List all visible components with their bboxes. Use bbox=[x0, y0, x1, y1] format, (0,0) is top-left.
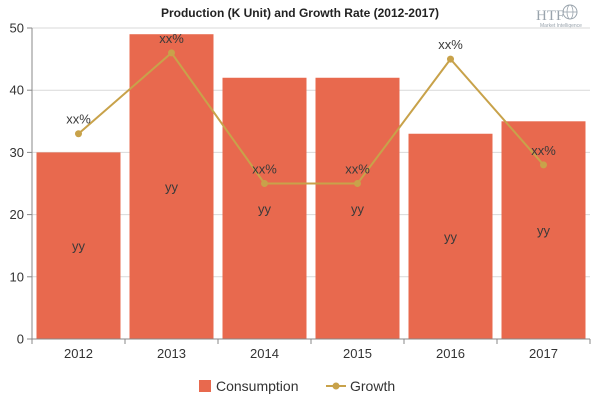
globe-icon bbox=[562, 4, 578, 20]
line-layer bbox=[75, 49, 547, 187]
x-tick-label: 2014 bbox=[250, 346, 279, 361]
chart-title: Production (K Unit) and Growth Rate (201… bbox=[161, 6, 439, 20]
x-tick-label: 2015 bbox=[343, 346, 372, 361]
legend-item-consumption[interactable]: Consumption bbox=[199, 378, 299, 394]
x-tick-label: 2012 bbox=[64, 346, 93, 361]
growth-point[interactable] bbox=[261, 180, 268, 187]
bar-data-label: yy bbox=[537, 223, 551, 238]
y-tick-label: 30 bbox=[10, 145, 24, 160]
bar-data-label: yy bbox=[258, 201, 272, 216]
growth-data-label: xx% bbox=[531, 143, 556, 158]
bar-consumption[interactable] bbox=[501, 121, 586, 339]
logo-subtitle: Market Intelligence bbox=[540, 23, 582, 29]
bar-consumption[interactable] bbox=[36, 152, 121, 339]
legend-swatch-consumption bbox=[199, 380, 211, 392]
bar-consumption[interactable] bbox=[315, 77, 400, 339]
growth-data-label: xx% bbox=[252, 162, 277, 177]
labels-layer: yy yy yy yy yy yy xx% xx% xx% xx% xx% xx% bbox=[66, 31, 556, 254]
bar-consumption[interactable] bbox=[222, 77, 307, 339]
growth-line bbox=[77, 51, 545, 185]
growth-point[interactable] bbox=[447, 55, 454, 63]
y-tick-label: 10 bbox=[10, 269, 24, 284]
x-tick-label: 2017 bbox=[529, 346, 558, 361]
growth-data-label: xx% bbox=[438, 37, 463, 52]
growth-point[interactable] bbox=[354, 180, 361, 187]
y-tick-label: 40 bbox=[10, 83, 24, 98]
y-tick-label: 0 bbox=[17, 332, 24, 347]
logo-name: HTF bbox=[536, 8, 564, 24]
growth-point[interactable] bbox=[540, 161, 547, 169]
y-tick-label: 50 bbox=[10, 21, 24, 36]
legend-label-growth: Growth bbox=[350, 378, 395, 394]
bar-data-label: yy bbox=[351, 201, 365, 216]
legend-item-growth[interactable]: Growth bbox=[326, 378, 395, 394]
bar-data-label: yy bbox=[165, 180, 179, 195]
legend: Consumption Growth bbox=[199, 378, 395, 394]
axis-layer: 0 10 20 30 40 50 2012 2013 2014 2015 2016 2017 bbox=[10, 21, 591, 361]
growth-point[interactable] bbox=[168, 49, 175, 57]
y-tick-label: 20 bbox=[10, 207, 24, 222]
x-tick-label: 2016 bbox=[436, 346, 465, 361]
bar-data-label: yy bbox=[72, 239, 86, 254]
bars-layer bbox=[36, 34, 586, 339]
bar-consumption[interactable] bbox=[408, 133, 493, 339]
legend-label-consumption: Consumption bbox=[216, 378, 299, 394]
htf-logo: HTF Market Intelligence bbox=[536, 4, 582, 29]
growth-data-label: xx% bbox=[159, 31, 184, 46]
growth-data-label: xx% bbox=[66, 112, 91, 127]
bar-consumption[interactable] bbox=[129, 34, 214, 339]
growth-data-label: xx% bbox=[345, 162, 370, 177]
x-tick-label: 2013 bbox=[157, 346, 186, 361]
legend-swatch-growth-dot bbox=[332, 382, 340, 390]
bar-data-label: yy bbox=[444, 229, 458, 244]
growth-point[interactable] bbox=[75, 130, 82, 138]
